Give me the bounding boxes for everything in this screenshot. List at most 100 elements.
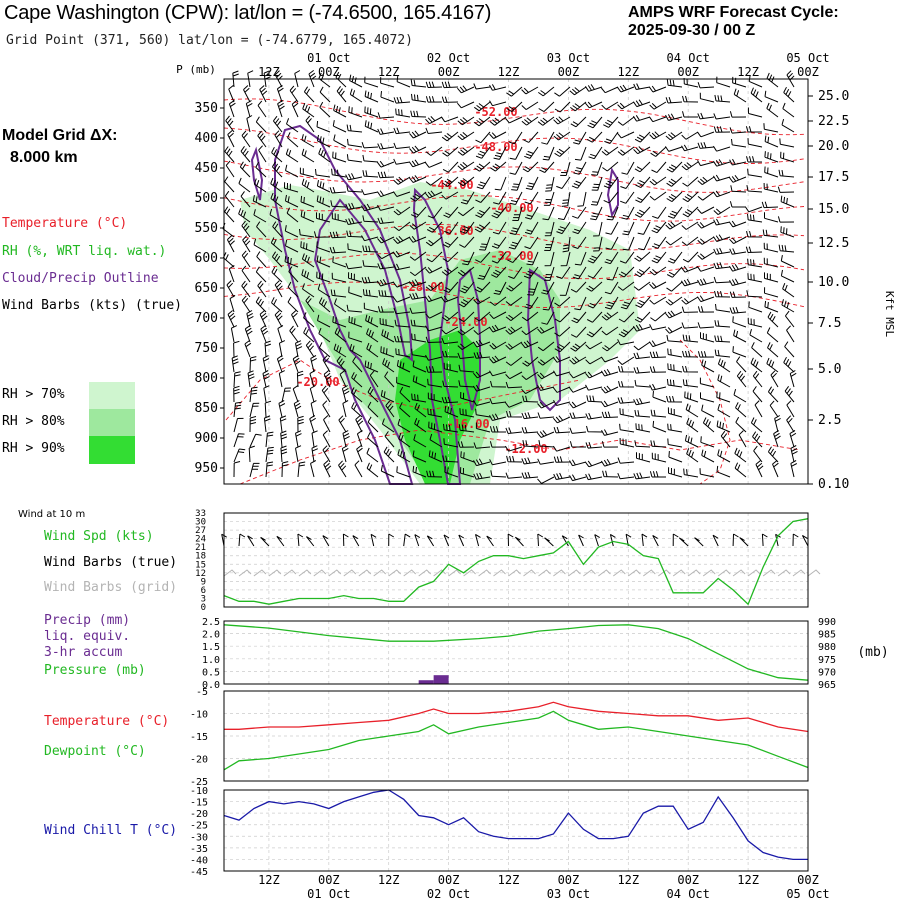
wind-barb xyxy=(441,96,459,103)
wind-barb xyxy=(300,241,315,253)
wind-barb xyxy=(443,362,459,373)
wind-barb xyxy=(263,415,271,433)
wind-barb xyxy=(622,221,635,236)
wind-barb xyxy=(588,146,603,160)
wind-barb xyxy=(767,446,779,463)
pressure-tick-label: 650 xyxy=(195,281,218,296)
precip-bar xyxy=(433,675,449,684)
wind-barb xyxy=(764,272,779,283)
wind-barb xyxy=(264,340,272,358)
wind-barb xyxy=(537,326,555,334)
wind-barb xyxy=(336,356,347,373)
wind-barb xyxy=(697,191,715,201)
model-grid-label: Model Grid ΔX: xyxy=(2,127,118,144)
legend-cloud: Cloud/Precip Outline xyxy=(2,271,159,286)
wind-barb xyxy=(780,255,795,268)
wind-barb xyxy=(554,101,571,113)
wind-barb xyxy=(233,385,240,403)
isotherm-label: -48.00 xyxy=(474,140,517,154)
wind-barb-true xyxy=(414,534,421,547)
wind-barb xyxy=(618,380,635,388)
wind-barb-grid xyxy=(238,569,252,577)
wind-barb xyxy=(274,130,283,148)
chill-y-tick: -35 xyxy=(190,844,208,855)
legend-wind-chill: Wind Chill T (°C) xyxy=(44,823,178,838)
wind-barb xyxy=(561,191,571,207)
wind-barb xyxy=(409,266,427,276)
wind-barb xyxy=(586,425,603,433)
wind-barb-grid xyxy=(717,569,731,577)
wind-barb xyxy=(270,177,283,193)
wind-barb xyxy=(779,138,795,148)
wind-barb xyxy=(425,176,443,186)
wind-barb xyxy=(664,146,683,152)
wind-barb xyxy=(537,430,555,438)
wind-barb-grid xyxy=(433,569,446,577)
wind-barb xyxy=(523,266,539,279)
wind-barb xyxy=(666,161,683,173)
wind-barb xyxy=(681,236,699,246)
wind-barb xyxy=(229,294,236,313)
wind-barb xyxy=(440,295,459,303)
top-time-label: 12Z xyxy=(378,65,400,79)
wind-barb xyxy=(228,99,236,118)
wind-barb xyxy=(278,370,285,388)
wind-barb-true xyxy=(443,534,450,547)
wind-barb xyxy=(729,158,747,166)
wind-barb xyxy=(686,417,699,433)
isotherm-label: -16.00 xyxy=(446,417,489,431)
wind-barb xyxy=(777,186,795,193)
wind-barb xyxy=(410,191,427,202)
wind-barb xyxy=(681,131,699,140)
wind-barb xyxy=(652,236,667,249)
wind-barb xyxy=(767,311,779,328)
wind-barb xyxy=(585,356,603,365)
wind-barb xyxy=(338,415,347,433)
wind-barb xyxy=(305,340,315,358)
wind-barb xyxy=(303,312,315,328)
wind-barb xyxy=(619,423,635,433)
wind-barb xyxy=(541,281,555,295)
wind-barb-grid xyxy=(702,569,716,577)
wind-barb xyxy=(523,131,539,143)
temp-y-tick: -15 xyxy=(190,732,208,743)
wind-barb xyxy=(780,195,795,208)
wind-barb xyxy=(680,278,699,287)
wind-barb xyxy=(617,281,635,291)
wind-barb xyxy=(681,144,699,152)
wind-barb xyxy=(735,402,747,418)
wind-barb xyxy=(377,236,395,244)
wind-barb xyxy=(569,356,587,365)
wind-barb xyxy=(332,120,347,133)
wind-barb xyxy=(444,221,459,234)
wind-barb xyxy=(562,236,571,253)
precip-y-tick: 1.0 xyxy=(202,655,220,666)
wind-barb xyxy=(728,220,747,228)
wind-barb xyxy=(241,250,251,268)
wind-barb xyxy=(617,473,635,480)
wind-barb xyxy=(603,176,619,189)
wind-barb xyxy=(556,221,571,235)
wind-barb xyxy=(309,385,316,403)
wind-barb xyxy=(274,280,283,298)
wind-barb xyxy=(717,403,731,418)
wind-barb-grid xyxy=(747,569,761,577)
wind-barb-grid xyxy=(478,569,491,577)
wind-barb xyxy=(425,127,443,134)
wind-barb xyxy=(750,417,763,433)
wind-barb xyxy=(504,445,523,452)
wind-barb xyxy=(684,434,699,448)
wind-barb xyxy=(572,206,587,219)
wind-barb xyxy=(397,418,411,433)
wind-barb xyxy=(635,176,651,189)
wind-barb xyxy=(351,372,363,388)
wind-barb xyxy=(554,86,571,97)
wind-barb xyxy=(348,272,363,283)
legend-accum: 3-hr accum xyxy=(44,645,123,660)
wind-barb xyxy=(782,102,795,118)
wind-barb xyxy=(241,295,251,313)
wind-barb xyxy=(341,445,349,463)
wind-barb-true xyxy=(507,533,514,547)
wind-barb xyxy=(786,415,795,433)
